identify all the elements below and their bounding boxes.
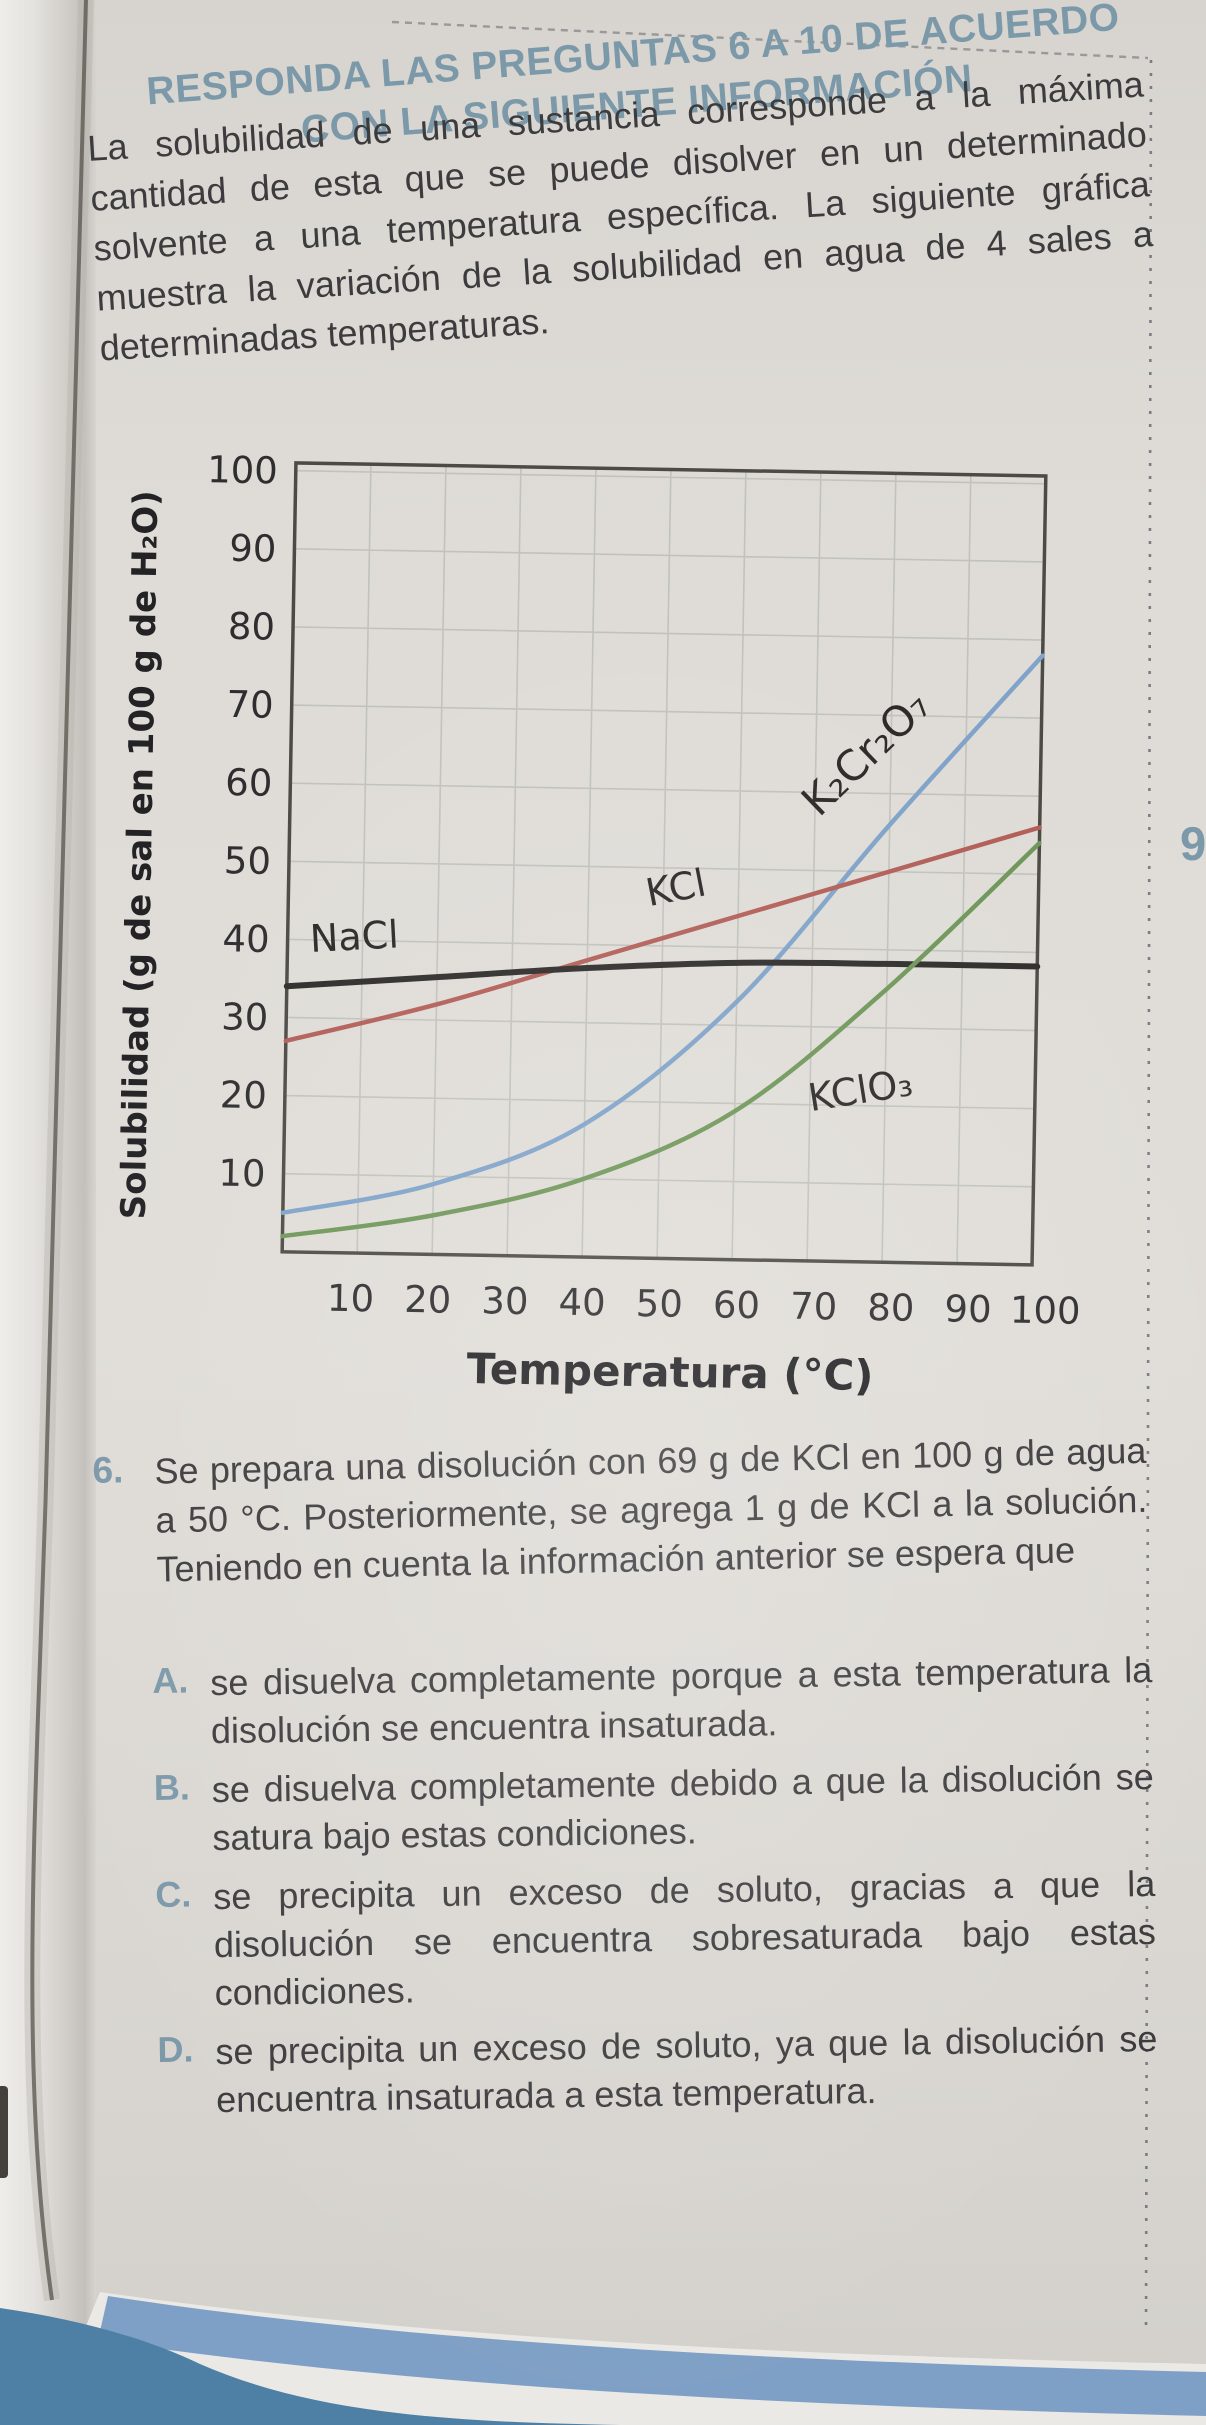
y-axis-title: Solubilidad (g de sal en 100 g de H₂O) <box>114 490 167 1220</box>
series-label-NaCl: NaCl <box>309 912 400 961</box>
chart-plot-border <box>280 461 1048 1267</box>
option-row-b: B. se disuelva completamente debido a qu… <box>153 1753 1154 1863</box>
solubility-chart: 100 90 80 70 60 50 40 30 20 10 10 20 30 40 50 60 70 80 90 1… <box>114 448 1081 1400</box>
option-text: se disuelva completamente porque a esta … <box>210 1649 1153 1752</box>
x-tick-label: 90 <box>944 1287 992 1331</box>
series-curve-NaCl <box>283 959 1041 990</box>
option-row-a: A. se disuelva completamente porque a es… <box>152 1646 1153 1756</box>
question-number: 6. <box>92 1449 124 1491</box>
options-list: A. se disuelva completamente porque a es… <box>152 1646 1158 2125</box>
series-curve-KCl <box>283 825 1042 1044</box>
series-curve-K₂Cr₂O₇ <box>280 653 1045 1215</box>
y-tick-label: 50 <box>224 839 272 883</box>
x-tick-label: 60 <box>713 1283 761 1327</box>
option-text: se precipita un exceso de soluto, ya que… <box>215 2018 1158 2121</box>
y-tick-label: 70 <box>226 683 274 727</box>
x-axis-title: Temperatura (°C) <box>466 1344 874 1400</box>
series-label-KClO₃: KClO₃ <box>805 1060 916 1120</box>
y-tick-label: 100 <box>207 448 278 492</box>
x-tick-label: 30 <box>481 1279 529 1323</box>
series-label-KCl: KCl <box>642 861 709 916</box>
option-letter: C. <box>154 1873 192 1915</box>
option-text: se precipita un exceso de soluto, gracia… <box>213 1863 1157 2014</box>
option-letter: D. <box>157 2028 194 2070</box>
margin-page-number: 9 <box>1180 817 1206 870</box>
chart-grid <box>283 464 1046 1264</box>
x-tick-label: 20 <box>404 1278 452 1322</box>
footer-light-blue-stripe <box>98 2296 1206 2416</box>
option-letter: A. <box>152 1659 189 1701</box>
x-tick-label: 70 <box>790 1285 838 1329</box>
y-tick-label: 20 <box>219 1073 267 1117</box>
x-tick-label: 50 <box>635 1282 683 1326</box>
option-row-c: C. se precipita un exceso de soluto, gra… <box>155 1860 1157 2018</box>
footer-white-band <box>86 2292 1206 2425</box>
option-letter: B. <box>153 1766 191 1808</box>
x-tick-label: 80 <box>867 1286 915 1330</box>
y-tick-label: 60 <box>225 761 273 805</box>
y-tick-label: 30 <box>221 995 269 1039</box>
series-curve-KClO₃ <box>280 840 1042 1239</box>
option-text: se disuelva completamente debido a que l… <box>211 1756 1155 1859</box>
question-text: Se prepara una disolución con 69 g de KC… <box>154 1429 1148 1590</box>
x-tick-label: 10 <box>327 1277 375 1321</box>
y-tick-label: 90 <box>229 527 277 571</box>
x-tick-label: 100 <box>1010 1289 1081 1333</box>
option-row-d: D. se precipita un exceso de soluto, ya … <box>157 2015 1158 2125</box>
y-tick-label: 10 <box>218 1152 266 1196</box>
question-block: 6. Se prepara una disolución con 69 g de… <box>88 1426 1149 1595</box>
y-tick-label: 40 <box>222 917 270 961</box>
series-label-K₂Cr₂O₇: K₂Cr₂O₇ <box>792 681 939 826</box>
x-tick-label: 40 <box>558 1281 606 1325</box>
y-tick-label: 80 <box>228 605 276 649</box>
